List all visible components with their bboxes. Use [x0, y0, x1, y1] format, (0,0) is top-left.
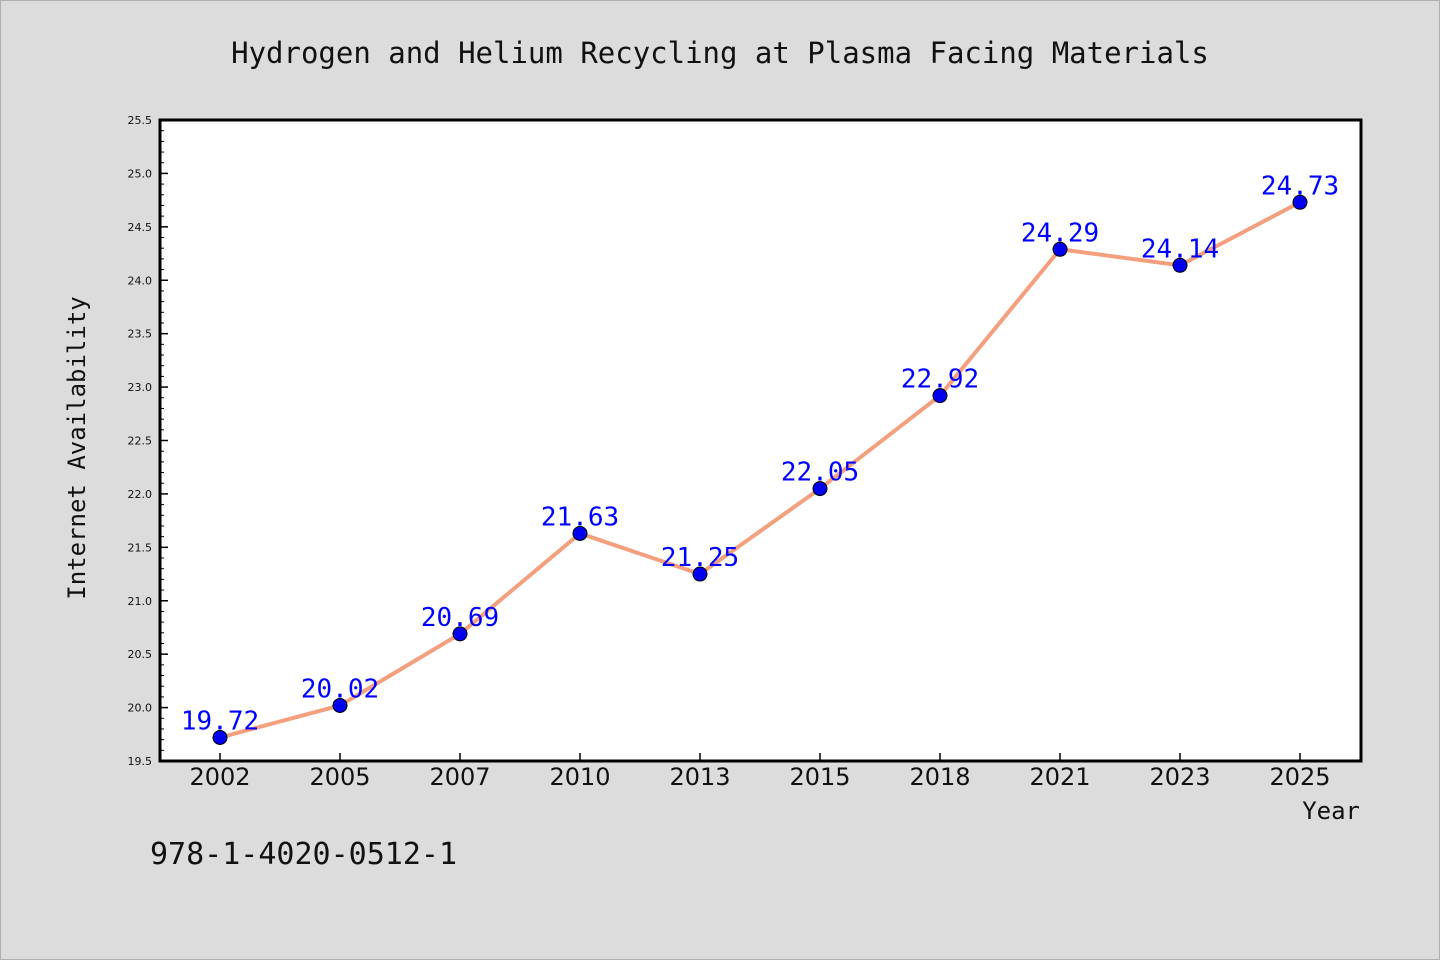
x-axis-label: Year: [1302, 797, 1360, 825]
footer-isbn: 978-1-4020-0512-1: [150, 837, 457, 872]
data-point: [1052, 241, 1068, 257]
x-tick-label: 2005: [309, 763, 370, 791]
y-tick-label: 23.5: [128, 328, 153, 341]
data-point: [812, 481, 828, 497]
data-point: [692, 566, 708, 582]
y-tick-label: 24.5: [128, 221, 153, 234]
data-label: 22.92: [901, 365, 979, 395]
y-tick-label: 22.0: [128, 488, 153, 501]
chart-title: Hydrogen and Helium Recycling at Plasma …: [231, 36, 1209, 70]
data-labels: 19.72 20.02 20.69 21.63 21.25 22.05 22.92 24.29…: [181, 171, 1339, 736]
data-label: 21.63: [541, 502, 619, 532]
x-tick-label: 2023: [1149, 763, 1210, 791]
x-tick-label: 2018: [909, 763, 970, 791]
y-tick-label: 21.0: [128, 595, 153, 608]
x-axis: 2002 2005 2007 2010 2013 2015 2018 2021 2023 2025: [189, 753, 1331, 791]
series-group: [212, 194, 1308, 745]
data-label: 20.69: [421, 603, 499, 633]
x-tick-label: 2007: [429, 763, 490, 791]
y-tick-label: 20.0: [128, 702, 153, 715]
data-label: 19.72: [181, 706, 259, 736]
y-axis-label: Internet Availability: [63, 296, 91, 599]
data-point: [212, 729, 228, 745]
y-tick-label: 25.5: [128, 114, 153, 127]
data-point: [1292, 194, 1308, 210]
data-point: [1172, 257, 1188, 273]
y-tick-label: 22.5: [128, 435, 153, 448]
y-tick-label: 20.5: [128, 648, 153, 661]
y-tick-label: 23.0: [128, 381, 153, 394]
y-tick-label: 21.5: [128, 541, 153, 554]
x-tick-label: 2021: [1029, 763, 1090, 791]
y-axis: 19.5 20.0 20.5 21.0 21.5 22.0 22.5 23.0 23.5 24.0…: [128, 114, 168, 768]
x-tick-label: 2025: [1269, 763, 1330, 791]
x-tick-label: 2002: [189, 763, 250, 791]
data-point: [452, 626, 468, 642]
y-tick-label: 24.0: [128, 274, 153, 287]
data-point: [932, 388, 948, 404]
data-label: 22.05: [781, 458, 859, 488]
data-label: 20.02: [301, 674, 379, 704]
data-point: [572, 525, 588, 541]
y-tick-label: 25.0: [128, 167, 153, 180]
x-tick-label: 2010: [549, 763, 610, 791]
plot-area: [158, 118, 1363, 763]
data-point: [332, 697, 348, 713]
data-label: 24.73: [1261, 171, 1339, 201]
y-tick-label: 19.5: [128, 755, 153, 768]
data-label: 21.25: [661, 543, 739, 573]
series-line: [219, 200, 1301, 740]
data-label: 24.14: [1141, 234, 1219, 264]
data-label: 24.29: [1021, 218, 1099, 248]
x-tick-label: 2013: [669, 763, 730, 791]
x-tick-label: 2015: [789, 763, 850, 791]
